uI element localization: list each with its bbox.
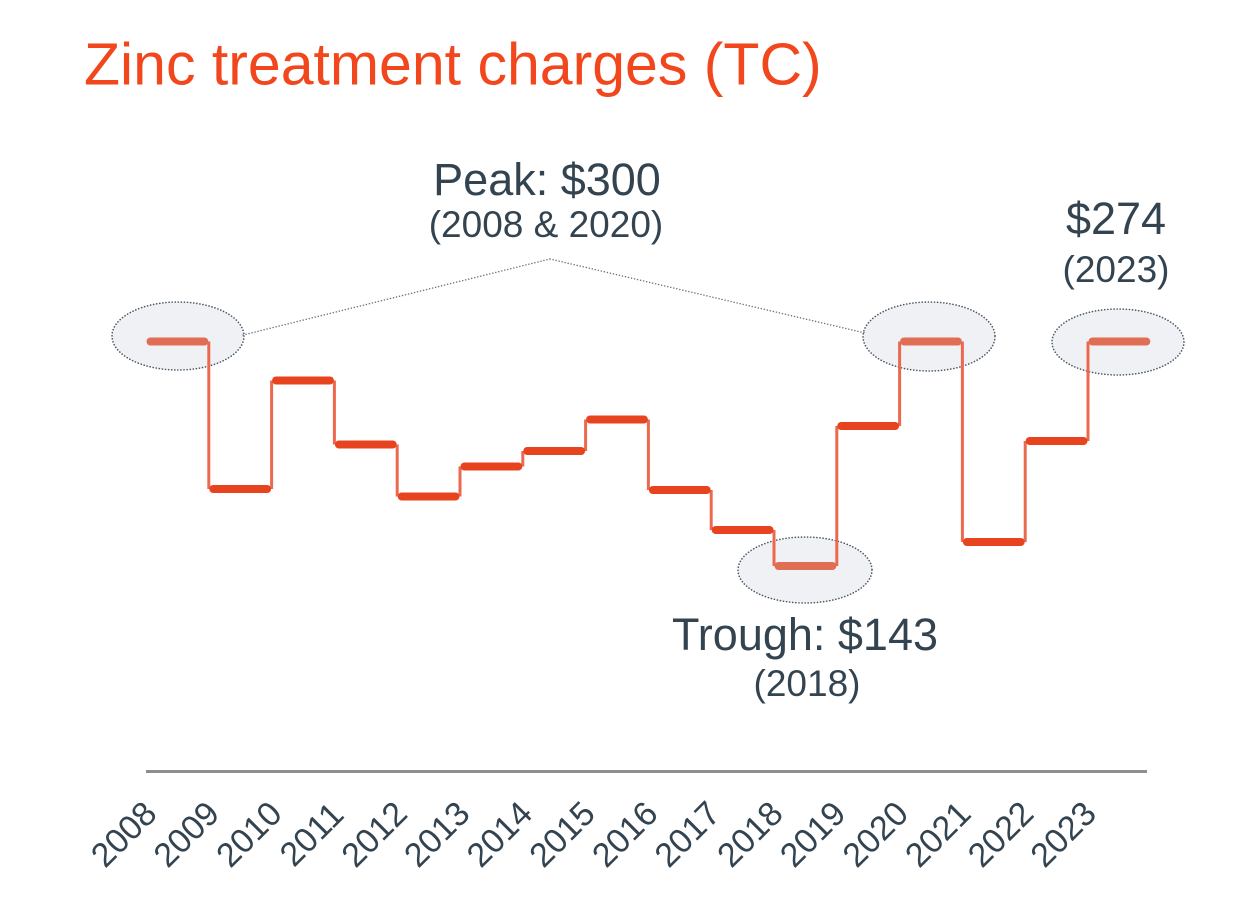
- svg-text:Zinc treatment charges (TC): Zinc treatment charges (TC): [84, 32, 822, 98]
- svg-text:(2008 & 2020): (2008 & 2020): [429, 204, 664, 245]
- svg-text:2014: 2014: [460, 794, 540, 874]
- svg-text:2012: 2012: [334, 794, 414, 874]
- svg-text:2022: 2022: [961, 794, 1041, 874]
- svg-text:2017: 2017: [648, 794, 728, 874]
- svg-text:2010: 2010: [209, 794, 289, 874]
- svg-text:2009: 2009: [146, 794, 226, 874]
- svg-text:Peak: $300: Peak: $300: [433, 154, 661, 205]
- svg-text:2013: 2013: [397, 794, 477, 874]
- svg-text:(2023): (2023): [1063, 249, 1170, 290]
- svg-text:$274: $274: [1066, 193, 1166, 244]
- svg-text:Trough: $143: Trough: $143: [672, 609, 938, 660]
- svg-text:2018: 2018: [710, 794, 790, 874]
- svg-text:2016: 2016: [585, 794, 665, 874]
- svg-text:2008: 2008: [84, 794, 164, 874]
- svg-text:2020: 2020: [835, 794, 915, 874]
- svg-text:2021: 2021: [898, 794, 978, 874]
- svg-text:(2018): (2018): [754, 663, 861, 704]
- svg-text:2011: 2011: [273, 795, 352, 874]
- svg-text:2023: 2023: [1023, 794, 1103, 874]
- svg-text:2019: 2019: [773, 794, 853, 874]
- svg-text:2015: 2015: [522, 794, 602, 874]
